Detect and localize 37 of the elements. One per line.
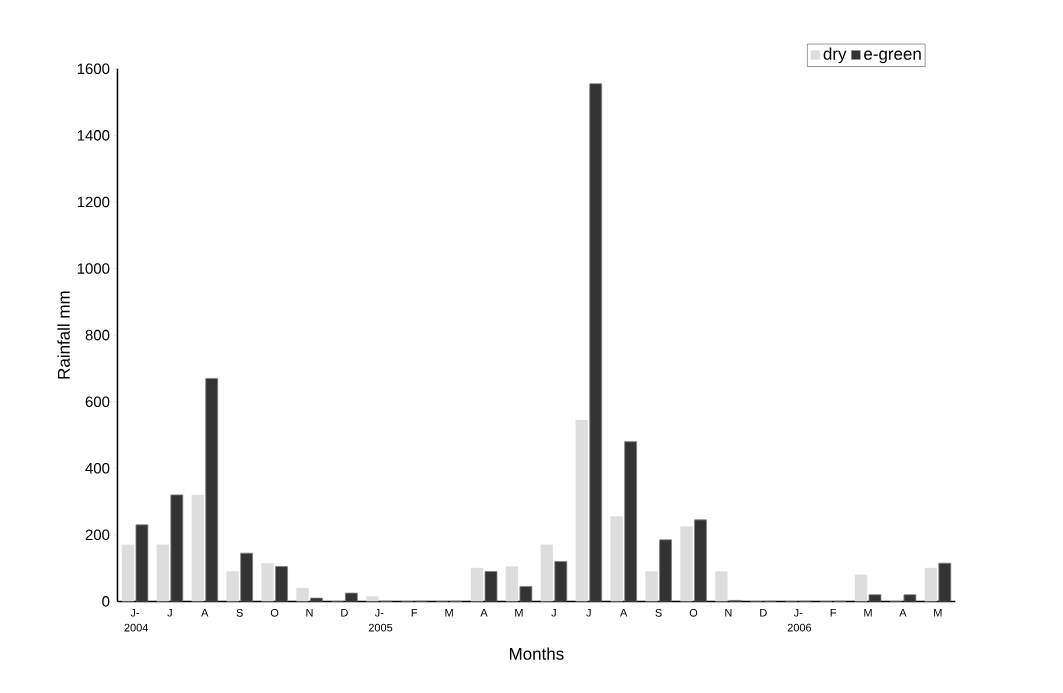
y-tick-label: 0 [102, 596, 110, 607]
x-tick-label: O [270, 608, 279, 617]
x-tick-label: J [167, 608, 172, 617]
y-tick-label: 400 [85, 462, 110, 474]
x-tick-label: J- 2006 [787, 608, 812, 632]
x-tick-label: O [689, 608, 698, 617]
x-tick-label: A [201, 608, 209, 617]
y-axis-title: Rainfall mm [57, 291, 70, 379]
y-tick-label: 800 [85, 329, 110, 341]
x-tick-label: M [934, 608, 942, 617]
x-tick-label: F [830, 608, 837, 617]
x-axis-title: Months [509, 647, 564, 660]
x-tick-label: F [411, 608, 418, 617]
x-tick-label: S [236, 608, 243, 617]
x-tick-label: M [445, 608, 453, 617]
x-tick-label: A [899, 608, 907, 617]
x-tick-label: N [725, 608, 732, 617]
x-tick-label: N [306, 608, 313, 617]
x-tick-label: A [480, 608, 488, 617]
x-tick-label: S [655, 608, 662, 617]
x-tick-label: D [341, 608, 348, 617]
legend-label: e-green [864, 50, 921, 64]
y-tick-label: 1600 [77, 63, 110, 75]
x-tick-label: D [760, 608, 767, 617]
x-tick-label: M [864, 608, 872, 617]
y-tick-label: 200 [85, 529, 110, 541]
y-tick-label: 600 [85, 396, 110, 407]
x-tick-label: J- 2005 [368, 608, 393, 632]
x-tick-label: J [551, 608, 556, 617]
y-tick-label: 1200 [77, 196, 110, 208]
legend-label: dry [823, 47, 847, 64]
x-tick-label: J- 2004 [124, 608, 149, 632]
y-tick-label: 1000 [77, 263, 110, 274]
y-tick-label: 1400 [77, 129, 110, 141]
x-tick-label: M [515, 608, 523, 617]
x-tick-label: A [620, 608, 628, 617]
x-tick-label: J [586, 608, 591, 617]
